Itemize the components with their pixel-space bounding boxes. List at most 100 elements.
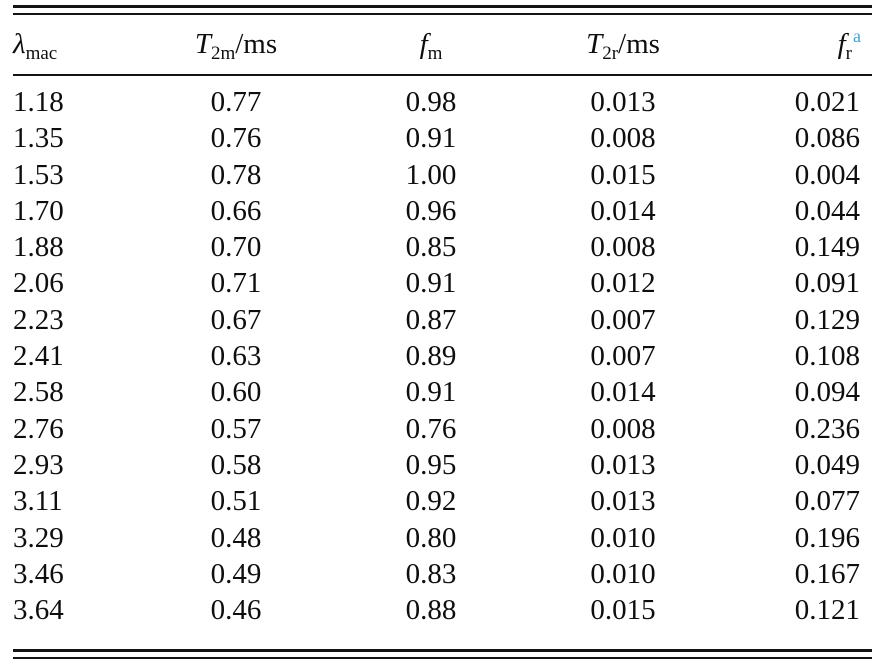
cell-t2r-ms: 0.012 xyxy=(590,267,656,300)
cell-f-m: 0.76 xyxy=(405,412,457,445)
cell-f-m: 0.92 xyxy=(405,485,457,518)
header-symbol: f xyxy=(837,28,846,60)
header-row: λmac T2m/ms fm T2r/ms fra xyxy=(13,15,872,76)
cell-lambda-mac: 2.93 xyxy=(13,448,64,481)
cell-lambda-mac: 2.41 xyxy=(13,340,64,373)
table-body: 1.18 0.77 0.98 0.013 0.021 1.35 0.76 0.91 0.008 0… xyxy=(13,75,872,649)
header-symbol: λ xyxy=(13,28,26,60)
cell-t2r-ms: 0.010 xyxy=(590,557,656,590)
column-header-t2r-ms: T2r/ms xyxy=(480,15,766,76)
cell-f-m: 0.98 xyxy=(405,86,457,118)
cell-t2r-ms: 0.013 xyxy=(590,86,656,118)
cell-lambda-mac: 3.11 xyxy=(13,485,63,518)
cell-lambda-mac: 1.88 xyxy=(13,231,64,264)
cell-f-r: 0.196 xyxy=(794,521,860,554)
cell-f-m: 0.95 xyxy=(405,448,457,481)
cell-t2m-ms: 0.58 xyxy=(210,448,262,481)
cell-f-m: 0.89 xyxy=(405,340,457,373)
table-row: 1.88 0.70 0.85 0.008 0.149 xyxy=(13,229,872,265)
cell-f-r: 0.049 xyxy=(794,448,860,481)
table-row: 1.18 0.77 0.98 0.013 0.021 xyxy=(13,75,872,120)
table-row: 2.76 0.57 0.76 0.008 0.236 xyxy=(13,411,872,447)
column-header-lambda-mac: λmac xyxy=(13,15,90,76)
cell-t2r-ms: 0.007 xyxy=(590,340,656,373)
bottom-rule-inner xyxy=(13,649,872,652)
column-header-f-m: fm xyxy=(382,15,480,76)
cell-f-m: 0.96 xyxy=(405,194,457,227)
cell-t2m-ms: 0.49 xyxy=(210,557,262,590)
column-header-t2m-ms: T2m/ms xyxy=(90,15,382,76)
cell-lambda-mac: 1.35 xyxy=(13,122,64,155)
cell-f-r: 0.121 xyxy=(794,594,860,627)
data-table: λmac T2m/ms fm T2r/ms fra 1.18 0.77 0.98 0.… xyxy=(13,15,872,649)
cell-f-m: 0.88 xyxy=(405,594,457,627)
table-row: 3.46 0.49 0.83 0.010 0.167 xyxy=(13,556,872,592)
table-row: 1.35 0.76 0.91 0.008 0.086 xyxy=(13,120,872,156)
cell-lambda-mac: 2.23 xyxy=(13,303,64,336)
cell-t2m-ms: 0.46 xyxy=(210,594,262,627)
header-symbol: T xyxy=(586,28,603,60)
bottom-rule-outer xyxy=(13,656,872,660)
cell-lambda-mac: 2.76 xyxy=(13,412,64,445)
cell-f-m: 0.83 xyxy=(405,557,457,590)
cell-lambda-mac: 1.18 xyxy=(13,86,64,118)
cell-t2r-ms: 0.014 xyxy=(590,376,656,409)
cell-f-m: 0.87 xyxy=(405,303,457,336)
table-row: 2.23 0.67 0.87 0.007 0.129 xyxy=(13,302,872,338)
cell-f-m: 1.00 xyxy=(405,158,457,191)
header-symbol: T xyxy=(194,28,211,60)
top-rule-outer xyxy=(13,5,872,8)
cell-f-m: 0.85 xyxy=(405,231,457,264)
cell-f-m: 0.80 xyxy=(405,521,457,554)
cell-lambda-mac: 3.29 xyxy=(13,521,64,554)
cell-t2m-ms: 0.67 xyxy=(210,303,262,336)
cell-f-m: 0.91 xyxy=(405,267,457,300)
table-row: 3.11 0.51 0.92 0.013 0.077 xyxy=(13,483,872,519)
cell-f-r: 0.108 xyxy=(794,340,860,373)
cell-lambda-mac: 1.70 xyxy=(13,194,64,227)
cell-f-r: 0.021 xyxy=(794,86,860,118)
cell-t2m-ms: 0.78 xyxy=(210,158,262,191)
cell-t2r-ms: 0.008 xyxy=(590,122,656,155)
cell-f-r: 0.077 xyxy=(794,485,860,518)
header-subscript: r xyxy=(845,43,852,64)
table-row: 3.64 0.46 0.88 0.015 0.121 xyxy=(13,592,872,649)
table-row: 1.53 0.78 1.00 0.015 0.004 xyxy=(13,157,872,193)
cell-t2m-ms: 0.77 xyxy=(210,86,262,118)
cell-f-r: 0.149 xyxy=(794,231,860,264)
cell-lambda-mac: 1.53 xyxy=(13,158,64,191)
cell-t2r-ms: 0.010 xyxy=(590,521,656,554)
cell-t2m-ms: 0.51 xyxy=(210,485,262,518)
header-suffix: /ms xyxy=(618,28,660,60)
header-suffix: /ms xyxy=(235,28,278,60)
cell-f-r: 0.129 xyxy=(794,303,860,336)
cell-t2m-ms: 0.48 xyxy=(210,521,262,554)
header-subscript: 2m xyxy=(210,43,236,64)
cell-lambda-mac: 3.46 xyxy=(13,557,64,590)
cell-t2m-ms: 0.63 xyxy=(210,340,262,373)
header-subscript: 2r xyxy=(602,43,619,64)
cell-lambda-mac: 2.06 xyxy=(13,267,64,300)
cell-lambda-mac: 2.58 xyxy=(13,376,64,409)
table-row: 1.70 0.66 0.96 0.014 0.044 xyxy=(13,193,872,229)
cell-f-r: 0.236 xyxy=(794,412,860,445)
cell-t2m-ms: 0.57 xyxy=(210,412,262,445)
cell-t2m-ms: 0.71 xyxy=(210,267,262,300)
cell-t2m-ms: 0.76 xyxy=(210,122,262,155)
data-table-container: λmac T2m/ms fm T2r/ms fra 1.18 0.77 0.98 0.… xyxy=(13,0,872,660)
cell-f-r: 0.086 xyxy=(794,122,860,155)
cell-f-r: 0.167 xyxy=(794,557,860,590)
cell-f-r: 0.004 xyxy=(794,158,860,191)
top-rule-inner xyxy=(13,12,872,15)
cell-t2r-ms: 0.007 xyxy=(590,303,656,336)
table-row: 2.41 0.63 0.89 0.007 0.108 xyxy=(13,338,872,374)
table-row: 2.58 0.60 0.91 0.014 0.094 xyxy=(13,374,872,410)
cell-t2m-ms: 0.66 xyxy=(210,194,262,227)
cell-t2m-ms: 0.60 xyxy=(210,376,262,409)
cell-t2r-ms: 0.014 xyxy=(590,194,656,227)
cell-t2m-ms: 0.70 xyxy=(210,231,262,264)
cell-f-m: 0.91 xyxy=(405,122,457,155)
cell-t2r-ms: 0.013 xyxy=(590,485,656,518)
cell-f-r: 0.091 xyxy=(794,267,860,300)
